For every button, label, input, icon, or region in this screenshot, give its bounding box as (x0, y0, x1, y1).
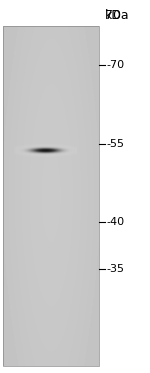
Text: -70: -70 (106, 60, 125, 70)
Bar (3, 26, 99, 366)
Text: 70: 70 (105, 9, 121, 22)
Text: -40: -40 (106, 217, 125, 227)
Text: -35: -35 (106, 264, 124, 273)
Text: kDa: kDa (105, 9, 130, 22)
Text: -55: -55 (106, 139, 124, 148)
